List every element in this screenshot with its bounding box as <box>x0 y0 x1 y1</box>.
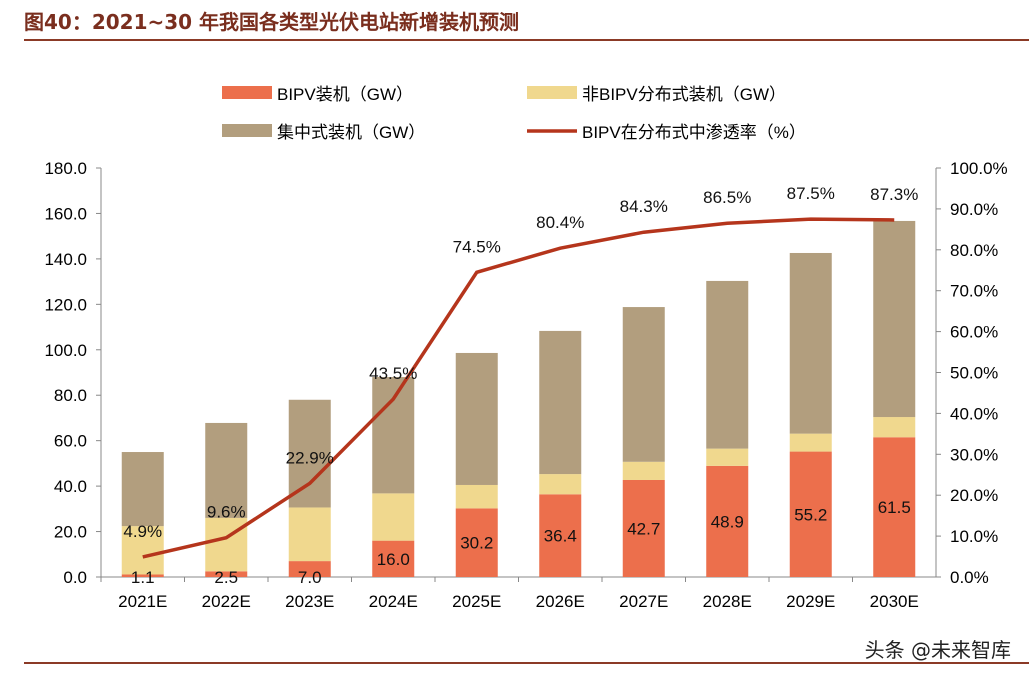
bar-2028E <box>706 448 749 466</box>
left-tick-label: 40.0 <box>54 477 87 496</box>
x-tick-label: 2028E <box>703 592 752 611</box>
bar-2027E <box>622 479 665 577</box>
legend-label: 集中式装机（GW） <box>277 123 425 142</box>
penetration-data-label: 9.6% <box>207 503 246 522</box>
bipv-data-label: 55.2 <box>794 505 827 524</box>
x-tick-label: 2022E <box>202 592 251 611</box>
bar-2021E <box>121 574 164 577</box>
right-tick-label: 10.0% <box>950 527 998 546</box>
bar-2024E <box>372 540 415 577</box>
left-tick-label: 160.0 <box>44 204 87 223</box>
bar-2026E <box>539 494 582 577</box>
x-tick-label: 2030E <box>870 592 919 611</box>
bar-2026E <box>539 330 582 475</box>
bar-2021E <box>121 452 164 527</box>
left-tick-label: 20.0 <box>54 523 87 542</box>
left-tick-label: 140.0 <box>44 250 87 269</box>
legend-swatch <box>222 86 272 99</box>
legend-label: BIPV装机（GW） <box>277 85 413 104</box>
right-tick-label: 60.0% <box>950 323 998 342</box>
bar-2025E <box>455 508 498 577</box>
penetration-data-label: 74.5% <box>453 237 501 256</box>
bipv-data-label: 2.5 <box>214 568 238 587</box>
bar-2023E <box>288 561 331 577</box>
penetration-line <box>142 217 895 559</box>
bar-2026E <box>539 474 582 495</box>
penetration-data-label: 4.9% <box>123 522 162 541</box>
bar-2029E <box>789 433 832 452</box>
right-tick-label: 90.0% <box>950 200 998 219</box>
bar-2028E <box>706 280 749 449</box>
penetration-data-label: 22.9% <box>286 448 334 467</box>
bipv-data-label: 1.1 <box>131 568 155 587</box>
bipv-data-label: 7.0 <box>298 568 322 587</box>
bottom-rule <box>24 662 1029 664</box>
bar-2028E <box>706 465 749 577</box>
left-tick-label: 120.0 <box>44 295 87 314</box>
bar-2023E <box>288 507 331 562</box>
right-tick-label: 70.0% <box>950 282 998 301</box>
bar-2030E <box>873 437 916 577</box>
legend-label: BIPV在分布式中渗透率（%） <box>582 123 806 142</box>
bar-2029E <box>789 451 832 577</box>
right-tick-label: 40.0% <box>950 404 998 423</box>
right-tick-label: 100.0% <box>950 159 1008 178</box>
left-tick-label: 180.0 <box>44 159 87 178</box>
bar-2023E <box>288 399 331 508</box>
bipv-data-label: 16.0 <box>377 550 410 569</box>
bipv-data-label: 42.7 <box>627 519 660 538</box>
bar-2022E <box>205 422 248 518</box>
right-tick-label: 80.0% <box>950 241 998 260</box>
bar-2027E <box>622 461 665 480</box>
x-tick-label: 2025E <box>452 592 501 611</box>
left-tick-label: 80.0 <box>54 386 87 405</box>
right-tick-label: 20.0% <box>950 486 998 505</box>
bar-2030E <box>873 417 916 438</box>
bar-2029E <box>789 252 832 434</box>
right-tick-label: 50.0% <box>950 364 998 383</box>
bar-2022E <box>205 571 248 577</box>
bar-2021E <box>121 526 164 575</box>
penetration-data-label: 87.5% <box>787 184 835 203</box>
bar-2022E <box>205 517 248 572</box>
bar-2024E <box>372 377 415 494</box>
bar-2025E <box>455 484 498 509</box>
watermark: 头条 @未来智库 <box>864 638 1011 662</box>
title-rule <box>24 39 1029 41</box>
x-tick-label: 2021E <box>118 592 167 611</box>
left-tick-label: 100.0 <box>44 341 87 360</box>
right-tick-label: 0.0% <box>950 568 989 587</box>
right-tick-label: 30.0% <box>950 445 998 464</box>
legend-swatch <box>222 124 272 137</box>
bipv-data-label: 61.5 <box>878 498 911 517</box>
bipv-data-label: 48.9 <box>711 512 744 531</box>
x-tick-label: 2024E <box>369 592 418 611</box>
penetration-data-label: 84.3% <box>620 197 668 216</box>
penetration-data-label: 87.3% <box>870 185 918 204</box>
x-tick-label: 2029E <box>786 592 835 611</box>
legend-swatch <box>527 86 577 99</box>
x-tick-label: 2027E <box>619 592 668 611</box>
chart-title: 图40：2021~30 年我国各类型光伏电站新增装机预测 <box>24 10 520 34</box>
bipv-data-label: 36.4 <box>544 527 577 546</box>
bar-2024E <box>372 493 415 541</box>
bar-2027E <box>622 307 665 462</box>
left-tick-label: 60.0 <box>54 432 87 451</box>
bar-2030E <box>873 220 916 418</box>
penetration-data-label: 80.4% <box>536 213 584 232</box>
bar-2025E <box>455 352 498 485</box>
x-tick-label: 2023E <box>285 592 334 611</box>
penetration-data-label: 43.5% <box>369 364 417 383</box>
left-tick-label: 0.0 <box>63 568 87 587</box>
penetration-data-label: 86.5% <box>703 188 751 207</box>
x-tick-label: 2026E <box>536 592 585 611</box>
legend-label: 非BIPV分布式装机（GW） <box>582 85 786 104</box>
bipv-data-label: 30.2 <box>460 534 493 553</box>
